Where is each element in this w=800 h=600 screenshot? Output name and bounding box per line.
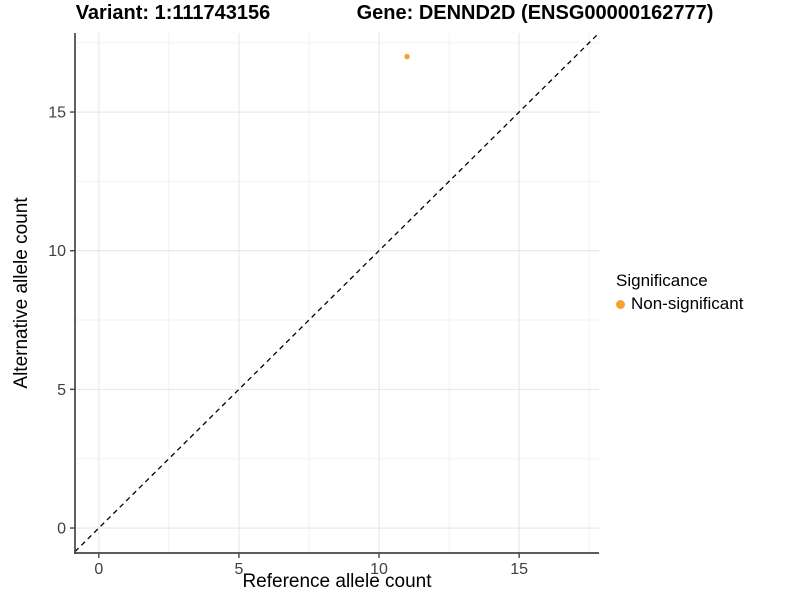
y-tick-label: 15 [48,105,66,122]
y-tick-label: 10 [48,243,66,260]
identity-dashed-line [74,32,600,553]
x-tick-label: 10 [370,561,388,578]
variant-title: Variant: 1:111743156 [75,2,271,24]
y-axis-title: Alternative allele count [11,197,32,389]
x-tick-label: 15 [510,561,528,578]
legend: Significance Non-significant [616,271,743,314]
x-tick-label: 5 [234,561,243,578]
legend-point-swatch-icon [616,299,625,309]
y-tick-label: 5 [57,382,66,399]
legend-item-label: Non-significant [631,294,744,313]
data-point [404,53,410,60]
legend-title: Significance [616,271,708,290]
x-tick-label: 0 [94,561,103,578]
legend-item: Non-significant [616,294,743,314]
x-axis-title: Reference allele count [242,571,432,592]
gene-title: Gene: DENND2D (ENSG00000162777) [356,2,714,24]
y-tick-label: 0 [57,521,66,538]
